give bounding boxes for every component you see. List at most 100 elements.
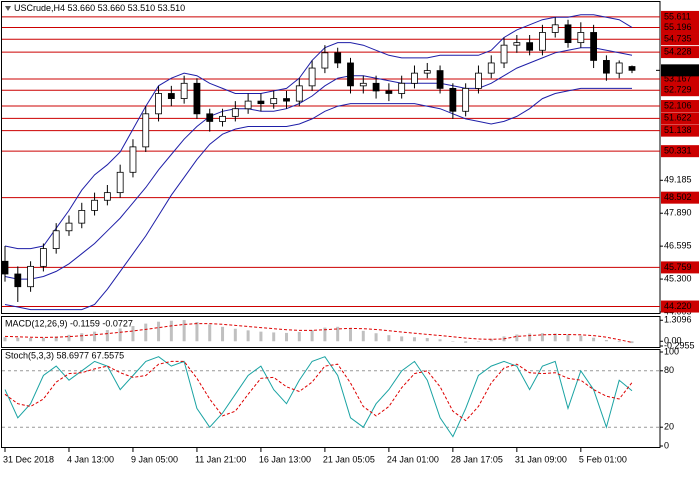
candle-body	[603, 60, 610, 74]
level-label: 51.622	[664, 113, 692, 123]
candle-body	[52, 230, 60, 249]
candle-body	[180, 82, 188, 99]
y-tick-label: 45.300	[664, 273, 692, 283]
y-tick-label: 20	[664, 422, 674, 432]
stoch-signal-line	[4, 360, 633, 422]
macd-bar	[41, 337, 45, 342]
candle-body	[577, 32, 585, 44]
macd-bar	[387, 335, 391, 342]
y-tick-label: 47.890	[664, 208, 692, 218]
level-label-box	[661, 46, 699, 59]
macd-bar	[144, 323, 148, 342]
y-tick-label: 46.595	[664, 241, 692, 251]
macd-bar	[425, 338, 429, 342]
stoch-label: Stoch(5,3,3) 58.6977 67.5575	[5, 350, 124, 360]
x-tick-label: 28 Jan 17:05	[451, 454, 503, 464]
level-label: 54.735	[664, 34, 692, 44]
macd-bar	[323, 327, 327, 342]
candle-body	[1, 260, 9, 275]
macd-bar	[604, 339, 608, 342]
level-label-box	[661, 33, 699, 46]
candle-body	[155, 93, 162, 115]
candle-body	[372, 82, 380, 92]
candle-body	[359, 82, 367, 87]
macd-bar	[182, 320, 186, 342]
level-label-box	[661, 145, 699, 158]
candle-body	[500, 44, 508, 64]
x-tick-label: 9 Jan 05:00	[131, 454, 178, 464]
candle-body	[39, 248, 47, 267]
candle-body	[231, 108, 239, 117]
level-label: 44.220	[664, 301, 692, 311]
candle-body	[193, 82, 201, 115]
macd-bar	[93, 331, 97, 342]
x-tick-label: 16 Jan 13:00	[259, 454, 311, 464]
candle-body	[423, 70, 431, 74]
macd-bar	[131, 326, 135, 342]
macd-bar	[592, 337, 596, 342]
y-tick-label: 0.00	[664, 336, 682, 346]
stoch-main-line	[4, 356, 633, 438]
macd-bar	[489, 338, 493, 342]
candle-body	[347, 62, 354, 87]
symbol: USCrude,H4	[14, 3, 65, 13]
candle-body	[590, 32, 598, 61]
candle-body	[167, 93, 175, 99]
candle-body	[513, 42, 521, 46]
candle-body	[615, 62, 623, 74]
macd-bar	[169, 320, 173, 342]
level-label-box	[661, 100, 699, 113]
macd-bar	[528, 333, 532, 342]
bollinger-band	[4, 87, 632, 311]
y-tick-label: 49.185	[664, 175, 692, 185]
macd-bar	[29, 338, 33, 342]
macd-bar	[476, 341, 480, 342]
macd-bar	[157, 321, 161, 342]
x-tick-label: 4 Jan 13:00	[67, 454, 114, 464]
macd-label: MACD(12,26,9) -0.1159 -0.0727	[5, 318, 133, 328]
macd-bar	[118, 328, 122, 342]
candle-body	[487, 62, 495, 74]
candle-body	[475, 72, 482, 89]
candle-body	[283, 98, 290, 102]
level-label-box	[661, 300, 699, 313]
last-price-label: 53.510	[664, 65, 692, 75]
macd-bar	[259, 331, 263, 342]
macd-bar	[285, 332, 289, 342]
candle-body	[65, 222, 73, 232]
candle-body	[334, 52, 342, 64]
candle-body	[14, 273, 22, 288]
candle-body	[551, 24, 559, 33]
macd-bar	[361, 330, 365, 342]
macd-bar	[195, 322, 199, 342]
macd-bar	[515, 334, 519, 342]
candle-body	[142, 113, 150, 148]
ohlc-values: 53.660 53.660 53.510 53.510	[68, 3, 186, 13]
macd-bar	[451, 341, 455, 342]
macd-bar	[221, 326, 225, 342]
candle-body	[244, 100, 252, 110]
macd-bar	[105, 330, 109, 342]
macd-bar	[412, 337, 416, 342]
candle-body	[270, 98, 278, 105]
candle-body	[411, 72, 418, 84]
candle-body	[385, 90, 393, 94]
macd-bar	[208, 324, 212, 342]
level-label: 53.167	[664, 73, 692, 83]
candle-body	[564, 24, 572, 44]
macd-bar	[374, 333, 378, 342]
macd-bar	[540, 333, 544, 342]
y-tick-label: 0	[664, 440, 669, 450]
macd-bar	[617, 341, 621, 343]
macd-bar	[297, 331, 301, 342]
level-label: 55.196	[664, 22, 692, 32]
level-label: 48.502	[664, 192, 692, 202]
candle-body	[257, 100, 265, 105]
level-label: 51.138	[664, 125, 692, 135]
macd-bar	[246, 330, 250, 342]
level-label: 55.611	[664, 11, 691, 21]
x-tick-label: 21 Jan 05:05	[323, 454, 375, 464]
y-tick-label: 80	[664, 365, 674, 375]
macd-bar	[553, 333, 557, 342]
candle-body	[539, 32, 546, 51]
